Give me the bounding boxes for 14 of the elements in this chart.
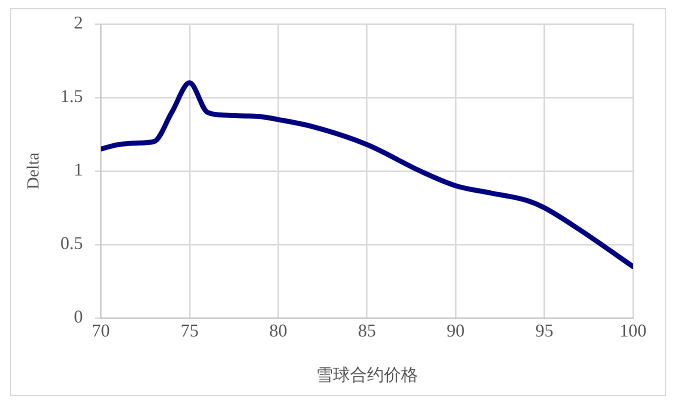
y-tick-label: 1.5 — [60, 86, 83, 106]
x-tick-label: 75 — [180, 320, 199, 341]
y-tick-label: 2 — [74, 12, 83, 33]
x-tick-label: 80 — [269, 320, 288, 341]
x-axis-title: 雪球合约价格 — [316, 365, 418, 384]
x-tick-label: 95 — [535, 320, 554, 341]
y-axis-title: Delta — [24, 152, 43, 190]
y-tick-label: 0.5 — [60, 233, 83, 254]
x-tick-label: 85 — [358, 320, 376, 341]
x-tick-label: 100 — [620, 320, 646, 341]
x-tick-label: 90 — [446, 320, 465, 341]
y-tick-label: 0 — [74, 306, 83, 327]
y-tick-label: 1 — [74, 160, 83, 180]
x-tick-label: 70 — [92, 320, 110, 341]
